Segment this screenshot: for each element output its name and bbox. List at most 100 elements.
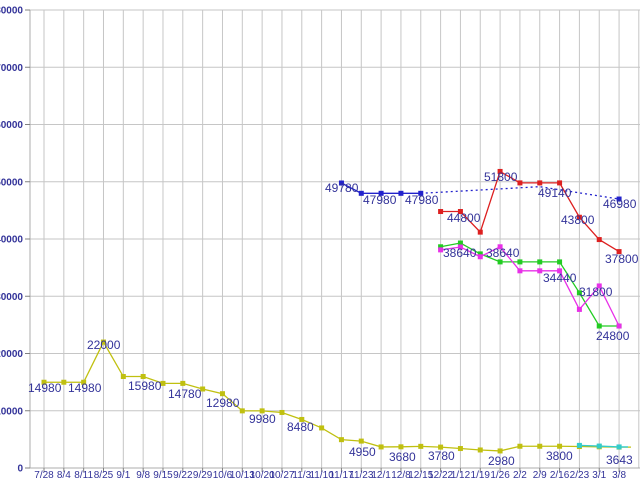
x-axis-date-label: 11/23 (349, 470, 374, 480)
price-label: 9980 (249, 412, 276, 426)
price-line-olive-marker (457, 446, 463, 452)
price-line-olive-marker (140, 374, 146, 380)
price-line-magenta-marker (477, 254, 483, 260)
price-label: 22000 (87, 338, 121, 352)
y-axis-label: 30000 (0, 292, 23, 303)
price-line-olive-marker (477, 447, 483, 453)
x-axis-date-label: 8/11 (74, 470, 93, 480)
y-axis-label: 70000 (0, 63, 23, 74)
price-line-green-marker (438, 244, 444, 250)
x-axis-date-label: 8/4 (57, 470, 71, 480)
x-axis-date-label: 11/17 (329, 470, 354, 480)
price-line-olive-marker (338, 437, 344, 443)
price-line-olive-marker (537, 443, 543, 449)
price-label: 31800 (579, 285, 613, 299)
price-line-blue-marker (378, 190, 384, 196)
price-line-green-marker (497, 259, 503, 265)
price-label: 4950 (349, 445, 376, 459)
x-axis-date-label: 9/22 (173, 470, 193, 480)
x-axis-date-label: 9/15 (153, 470, 173, 480)
price-label: 51800 (484, 170, 518, 184)
y-axis-label: 10000 (0, 406, 23, 417)
x-axis-date-label: 2/9 (533, 470, 547, 480)
price-line-olive-marker (239, 408, 245, 414)
price-line-red-marker (616, 249, 622, 255)
price-line-olive-marker (41, 379, 47, 385)
price-line-cyan-marker (616, 444, 622, 450)
price-line-magenta-marker (517, 268, 523, 274)
price-line-green-marker (517, 259, 523, 265)
price-line-olive-marker (81, 379, 87, 385)
price-line-magenta-marker (457, 244, 463, 250)
price-line-olive-marker (219, 391, 225, 397)
price-line-magenta-marker (438, 247, 444, 253)
price-label: 47980 (405, 193, 439, 207)
price-label: 38640 (486, 246, 520, 260)
price-line-green-marker (477, 251, 483, 257)
price-line-magenta-marker (497, 244, 503, 250)
price-line-blue-marker (358, 190, 364, 196)
price-line-olive-marker (279, 409, 285, 415)
price-line-olive-marker (299, 416, 305, 422)
price-line-olive-marker (418, 443, 424, 449)
price-line-green-marker (576, 290, 582, 296)
x-axis-date-label: 9/1 (116, 470, 130, 480)
price-label: 24800 (596, 329, 630, 343)
price-label: 3800 (546, 449, 573, 463)
price-label: 38640 (443, 246, 477, 260)
price-line-red-marker (517, 180, 523, 186)
price-line-olive-marker (319, 425, 325, 431)
price-label: 3780 (428, 449, 455, 463)
price-line-olive-marker (200, 386, 206, 392)
x-axis-date-label: 12/8 (391, 470, 411, 480)
price-line-blue-marker (338, 180, 344, 186)
price-label: 14980 (28, 381, 62, 395)
price-line-red-marker (537, 180, 543, 186)
x-axis-date-label: 1/26 (490, 470, 510, 480)
y-axis-label: 50000 (0, 177, 23, 188)
x-axis-date-label: 12/1 (371, 470, 391, 480)
price-line-olive-marker (517, 443, 523, 449)
price-line-magenta (440, 245, 620, 327)
price-label: 47980 (363, 193, 397, 207)
price-line-green (440, 242, 620, 327)
price-label: 49140 (538, 186, 572, 200)
price-line-olive-marker (61, 379, 67, 385)
x-axis-date-label: 3/1 (592, 470, 606, 480)
x-axis-date-label: 11/3 (292, 470, 311, 480)
price-line-cyan-marker (576, 442, 582, 448)
price-line-cyan (579, 444, 628, 448)
x-axis-date-label: 10/20 (250, 470, 275, 480)
price-line-red-marker (457, 209, 463, 215)
price-line-olive-marker (180, 380, 186, 386)
price-line-cyan-marker (596, 443, 602, 449)
y-axis-label: 20000 (0, 349, 23, 360)
price-label: 37800 (605, 252, 639, 266)
x-axis-date-label: 10/6 (213, 470, 233, 480)
x-axis-date-label: 2/2 (513, 470, 527, 480)
price-line-magenta-marker (576, 306, 582, 312)
price-line-red-marker (557, 180, 563, 186)
price-line-green-marker (537, 259, 543, 265)
price-label: 3643 (606, 453, 633, 467)
x-axis-date-label: 10/27 (269, 470, 294, 480)
price-line-olive-marker (100, 339, 106, 345)
price-line-red-marker (576, 214, 582, 220)
price-label: 12980 (206, 396, 240, 410)
price-line-green-marker (557, 259, 563, 265)
price-line-olive-marker (259, 408, 265, 414)
price-line-red (440, 170, 620, 253)
price-line-red-marker (477, 229, 483, 235)
price-line-olive-marker (497, 448, 503, 454)
price-line-olive-marker (557, 443, 563, 449)
x-axis-date-label: 10/13 (230, 470, 255, 480)
price-line-red-marker (438, 209, 444, 215)
price-line-blue-dotted-marker (616, 196, 622, 202)
price-line-magenta-marker (596, 283, 602, 289)
price-line-olive-marker (438, 444, 444, 450)
price-label: 46980 (603, 197, 637, 211)
x-axis-date-label: 9/8 (136, 470, 150, 480)
price-label: 44800 (447, 211, 481, 225)
price-line-olive-marker (358, 438, 364, 444)
